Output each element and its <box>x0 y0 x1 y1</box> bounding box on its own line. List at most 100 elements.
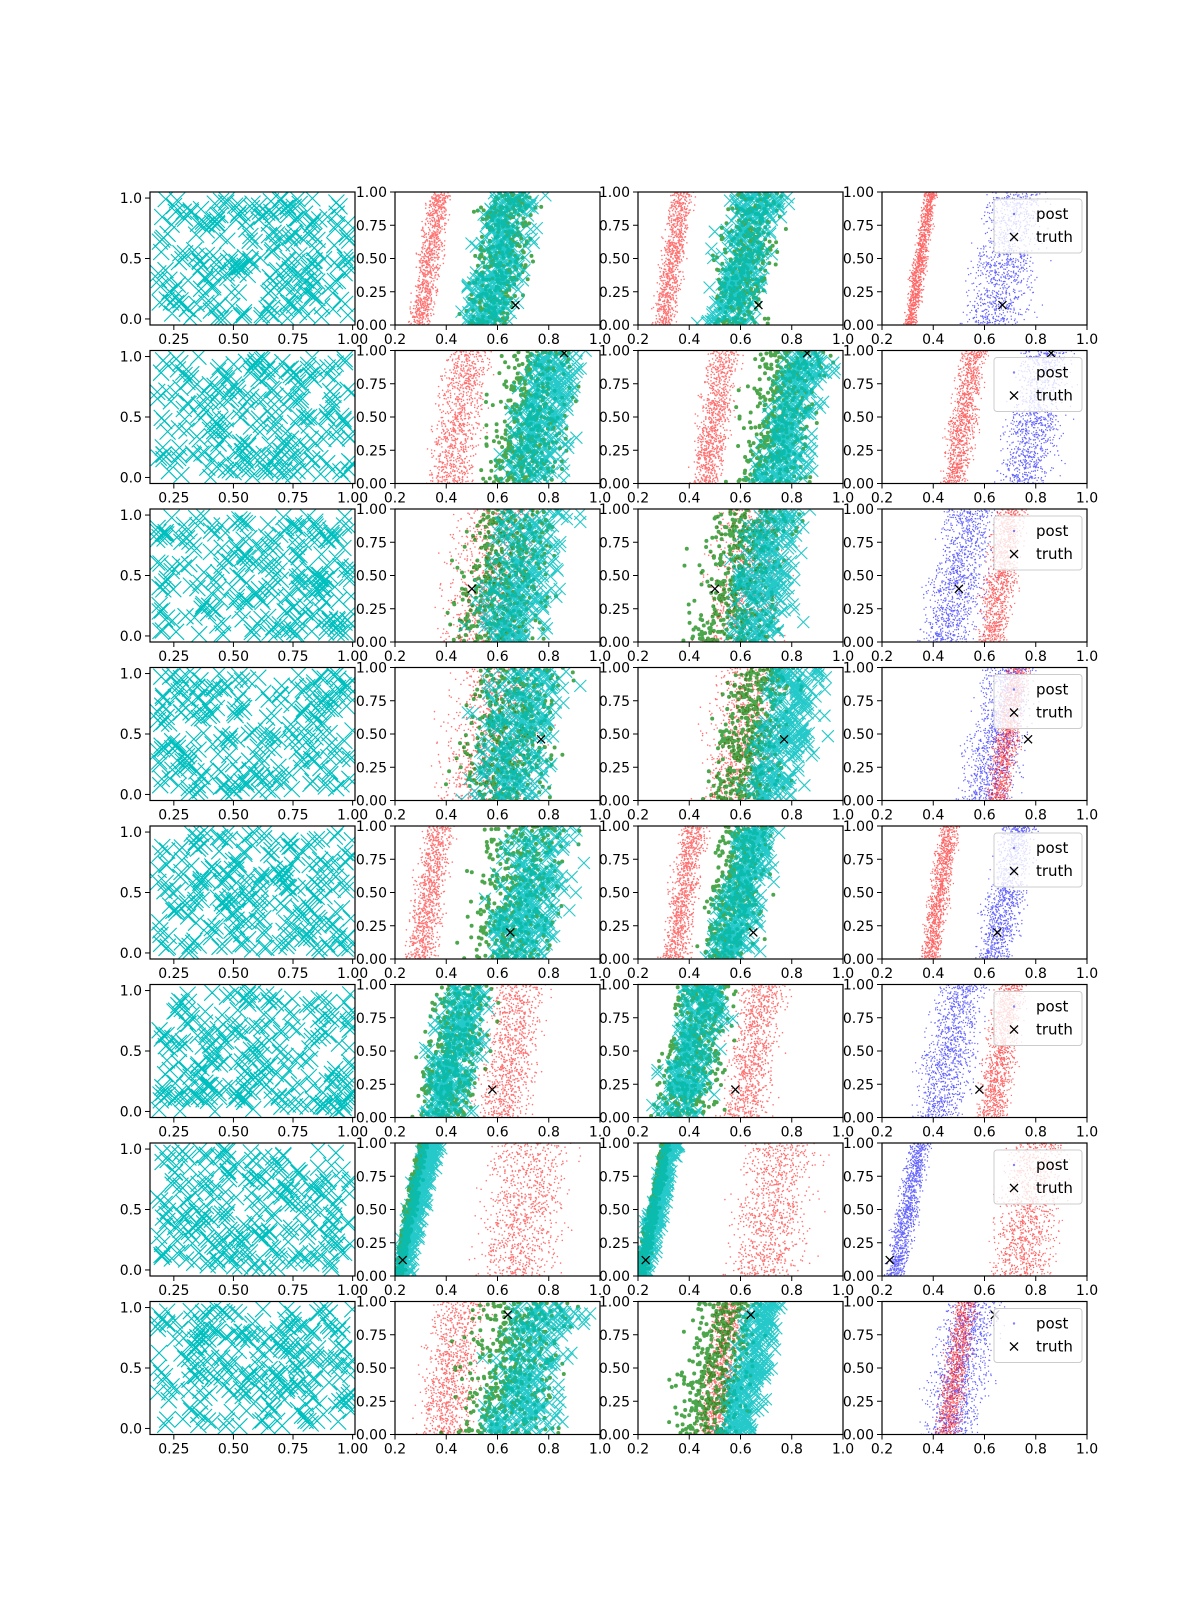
legend-label-post: post <box>1036 205 1069 223</box>
x-tick-label: 0.4 <box>922 491 944 507</box>
x-tick-label: 0.4 <box>922 1442 944 1458</box>
x-tick-label: 0.25 <box>158 1125 189 1141</box>
y-tick-label: 0.50 <box>356 1203 387 1219</box>
x-tick-label: 0.8 <box>538 1283 560 1299</box>
y-tick-label: 0.75 <box>843 694 874 710</box>
y-tick-label: 0.00 <box>843 477 874 493</box>
y-tick-label: 0.50 <box>843 727 874 743</box>
x-tick-label: 0.2 <box>384 808 406 824</box>
y-tick-label: 0.25 <box>843 443 874 459</box>
x-tick-label: 0.4 <box>435 1283 457 1299</box>
y-tick-label: 0.5 <box>120 569 142 585</box>
y-tick-label: 0.75 <box>599 535 630 551</box>
y-tick-label: 1.0 <box>120 667 142 683</box>
x-tick-label: 0.2 <box>871 649 893 665</box>
y-tick-label: 0.75 <box>599 1169 630 1185</box>
legend-post-swatch <box>1013 530 1015 532</box>
x-tick-label: 1.0 <box>1076 966 1098 982</box>
x-tick-label: 0.6 <box>973 332 995 348</box>
y-tick-label: 1.00 <box>843 978 874 994</box>
legend-post-swatch <box>1013 1164 1015 1166</box>
x-tick-label: 0.50 <box>218 1442 249 1458</box>
x-tick-label: 0.2 <box>384 1283 406 1299</box>
y-tick-label: 0.75 <box>356 218 387 234</box>
x-tick-label: 0.6 <box>486 808 508 824</box>
x-tick-label: 0.8 <box>781 649 803 665</box>
y-tick-label: 0.0 <box>120 946 142 962</box>
x-tick-label: 0.75 <box>277 1125 308 1141</box>
x-tick-label: 0.4 <box>922 1283 944 1299</box>
y-tick-label: 1.00 <box>843 502 874 518</box>
x-tick-label: 0.4 <box>678 649 700 665</box>
y-tick-label: 0.50 <box>599 886 630 902</box>
legend: post truth <box>994 199 1082 253</box>
x-tick-label: 0.25 <box>158 332 189 348</box>
y-tick-label: 1.0 <box>120 984 142 1000</box>
legend-label-truth: truth <box>1036 1021 1073 1039</box>
x-tick-label: 0.2 <box>384 332 406 348</box>
x-tick-label: 0.4 <box>435 491 457 507</box>
y-tick-label: 1.00 <box>356 661 387 677</box>
x-tick-label: 0.2 <box>384 649 406 665</box>
x-tick-label: 0.2 <box>627 966 649 982</box>
y-tick-label: 0.25 <box>843 1236 874 1252</box>
y-tick-label: 1.00 <box>356 819 387 835</box>
y-tick-label: 1.00 <box>356 1295 387 1311</box>
x-tick-label: 1.0 <box>1076 649 1098 665</box>
y-tick-label: 0.0 <box>120 312 142 328</box>
x-tick-label: 0.2 <box>871 491 893 507</box>
y-tick-label: 0.75 <box>356 694 387 710</box>
y-tick-label: 0.25 <box>599 285 630 301</box>
y-tick-label: 0.25 <box>356 602 387 618</box>
x-tick-label: 0.6 <box>486 966 508 982</box>
x-tick-label: 0.50 <box>218 649 249 665</box>
y-tick-label: 0.25 <box>599 443 630 459</box>
y-tick-label: 0.75 <box>843 852 874 868</box>
y-tick-label: 1.00 <box>599 819 630 835</box>
y-tick-label: 0.75 <box>599 1011 630 1027</box>
y-tick-label: 0.50 <box>843 410 874 426</box>
x-tick-label: 0.6 <box>973 1442 995 1458</box>
y-tick-label: 0.0 <box>120 1421 142 1437</box>
y-tick-label: 0.25 <box>843 602 874 618</box>
y-tick-label: 0.00 <box>843 1428 874 1444</box>
x-tick-label: 0.2 <box>384 1442 406 1458</box>
x-tick-label: 0.6 <box>973 1125 995 1141</box>
legend-label-truth: truth <box>1036 228 1073 246</box>
x-tick-label: 0.6 <box>486 1125 508 1141</box>
y-tick-label: 0.75 <box>356 852 387 868</box>
x-tick-label: 1.0 <box>1076 491 1098 507</box>
y-tick-label: 0.25 <box>356 1394 387 1410</box>
x-tick-label: 0.8 <box>538 808 560 824</box>
y-tick-label: 0.25 <box>843 285 874 301</box>
y-tick-label: 0.25 <box>843 760 874 776</box>
x-tick-label: 0.8 <box>1025 1283 1047 1299</box>
x-tick-label: 0.2 <box>871 1283 893 1299</box>
y-tick-label: 0.50 <box>843 252 874 268</box>
legend-label-truth: truth <box>1036 1338 1073 1356</box>
legend-label-post: post <box>1036 1315 1069 1333</box>
y-tick-label: 0.00 <box>599 318 630 334</box>
y-tick-label: 0.50 <box>599 1361 630 1377</box>
x-tick-label: 0.8 <box>1025 808 1047 824</box>
x-tick-label: 1.0 <box>1076 1283 1098 1299</box>
y-tick-label: 1.00 <box>599 661 630 677</box>
y-tick-label: 0.0 <box>120 1263 142 1279</box>
x-tick-label: 0.8 <box>781 1442 803 1458</box>
y-tick-label: 0.75 <box>843 1328 874 1344</box>
y-tick-label: 0.75 <box>599 852 630 868</box>
x-tick-label: 0.2 <box>384 491 406 507</box>
x-tick-label: 0.25 <box>158 1283 189 1299</box>
x-tick-label: 1.0 <box>1076 332 1098 348</box>
y-tick-label: 0.00 <box>843 794 874 810</box>
x-tick-label: 0.4 <box>922 1125 944 1141</box>
y-tick-label: 0.50 <box>356 410 387 426</box>
y-tick-label: 1.00 <box>599 978 630 994</box>
y-tick-label: 0.00 <box>356 1111 387 1127</box>
y-tick-label: 0.5 <box>120 410 142 426</box>
y-tick-label: 0.25 <box>599 919 630 935</box>
y-tick-label: 0.75 <box>356 1011 387 1027</box>
x-tick-label: 0.6 <box>729 966 751 982</box>
